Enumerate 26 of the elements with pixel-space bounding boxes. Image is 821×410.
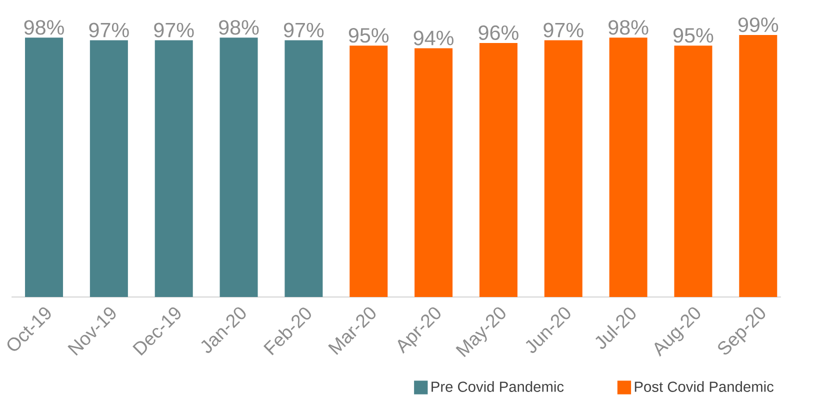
- data-label: 97%: [89, 22, 129, 38]
- bar: [350, 46, 388, 297]
- bar: [739, 35, 778, 297]
- data-label: 96%: [478, 25, 518, 40]
- data-label: 95%: [348, 28, 389, 43]
- data-label: 95%: [674, 28, 714, 43]
- bar: [544, 40, 582, 297]
- data-label: 97%: [544, 22, 584, 38]
- bar: [220, 38, 258, 297]
- legend-label: Post Covid Pandemic: [634, 381, 774, 392]
- bar: [609, 38, 648, 297]
- data-label: 98%: [219, 20, 259, 35]
- legend-label: Pre Covid Pandemic: [432, 381, 564, 392]
- data-label: 94%: [414, 30, 454, 46]
- bar: [25, 38, 64, 297]
- data-label: 99%: [738, 17, 778, 32]
- bar: [674, 46, 712, 297]
- data-label: 98%: [24, 20, 64, 35]
- bar: [154, 40, 193, 297]
- bar: [479, 42, 518, 297]
- data-label: 98%: [608, 20, 648, 35]
- bar: [90, 40, 128, 297]
- data-label: 97%: [284, 22, 324, 38]
- data-label: 97%: [154, 22, 194, 38]
- bar: [284, 40, 323, 297]
- bar: [414, 48, 453, 297]
